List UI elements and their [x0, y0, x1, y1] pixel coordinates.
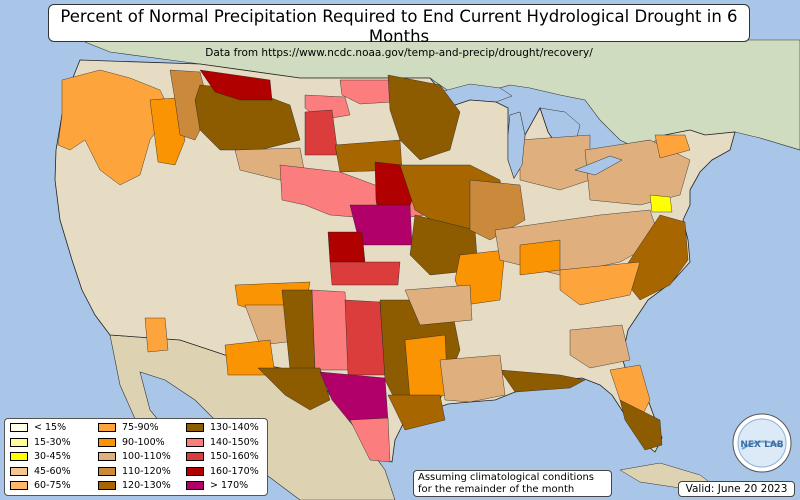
- drought-regions: [57, 69, 691, 463]
- legend: < 15% 15-30% 30-45% 45-60% 60-75% 75-90% 90-10…: [4, 418, 268, 496]
- legend-swatch: [98, 466, 116, 476]
- legend-label: 150-160%: [210, 451, 259, 462]
- legend-swatch: [186, 481, 204, 490]
- legend-label: 140-150%: [210, 436, 259, 448]
- legend-label: 75-90%: [122, 422, 159, 433]
- legend-item: 90-100%: [98, 437, 165, 449]
- legend-label: 90-100%: [122, 436, 165, 448]
- nexlab-logo-icon: NEX LAB: [732, 413, 792, 473]
- legend-item: 15-30%: [10, 437, 71, 449]
- legend-label: 45-60%: [34, 465, 71, 477]
- legend-item: < 15%: [10, 422, 66, 434]
- legend-label: 60-75%: [34, 480, 71, 491]
- legend-swatch: [186, 437, 204, 447]
- legend-swatch: [98, 452, 116, 461]
- title-box: Percent of Normal Precipitation Required…: [48, 4, 750, 59]
- legend-item: 110-120%: [98, 466, 171, 478]
- legend-item: 45-60%: [10, 466, 71, 478]
- legend-item: 120-130%: [98, 480, 171, 492]
- note-line-2: for the remainder of the month: [418, 484, 575, 495]
- legend-item: 75-90%: [98, 422, 159, 434]
- logo-text: NEX LAB: [740, 440, 783, 450]
- legend-swatch: [186, 423, 204, 432]
- legend-item: 100-110%: [98, 451, 171, 463]
- legend-swatch: [186, 466, 204, 476]
- legend-label: 100-110%: [122, 451, 171, 462]
- legend-label: 15-30%: [34, 436, 71, 448]
- legend-label: 160-170%: [210, 465, 259, 477]
- legend-swatch: [10, 452, 28, 461]
- legend-swatch: [10, 481, 28, 490]
- legend-item: 130-140%: [186, 422, 259, 434]
- legend-swatch: [10, 466, 28, 476]
- legend-item: > 170%: [186, 480, 248, 492]
- legend-item: 140-150%: [186, 437, 259, 449]
- legend-swatch: [10, 437, 28, 447]
- valid-date: Valid: June 20 2023: [678, 481, 795, 497]
- legend-label: 130-140%: [210, 422, 259, 433]
- legend-label: 120-130%: [122, 480, 171, 491]
- legend-item: 160-170%: [186, 466, 259, 478]
- legend-item: 150-160%: [186, 451, 259, 463]
- lake-michigan-top: [507, 111, 526, 179]
- legend-swatch: [186, 452, 204, 461]
- legend-label: 30-45%: [34, 451, 71, 462]
- legend-item: 30-45%: [10, 451, 71, 463]
- assumption-note: Assuming climatological conditions for t…: [413, 470, 612, 497]
- legend-swatch: [98, 423, 116, 432]
- lake-erie-top: [574, 155, 623, 176]
- legend-label: > 170%: [210, 480, 249, 491]
- legend-item: 60-75%: [10, 480, 71, 492]
- map-subtitle: Data from https://www.ncdc.noaa.gov/temp…: [205, 47, 593, 59]
- note-line-1: Assuming climatological conditions: [418, 472, 594, 483]
- legend-label: 110-120%: [122, 465, 171, 477]
- legend-label: < 15%: [34, 422, 67, 433]
- legend-swatch: [98, 437, 116, 447]
- map-title: Percent of Normal Precipitation Required…: [60, 7, 738, 46]
- legend-swatch: [98, 481, 116, 490]
- legend-swatch: [10, 423, 28, 432]
